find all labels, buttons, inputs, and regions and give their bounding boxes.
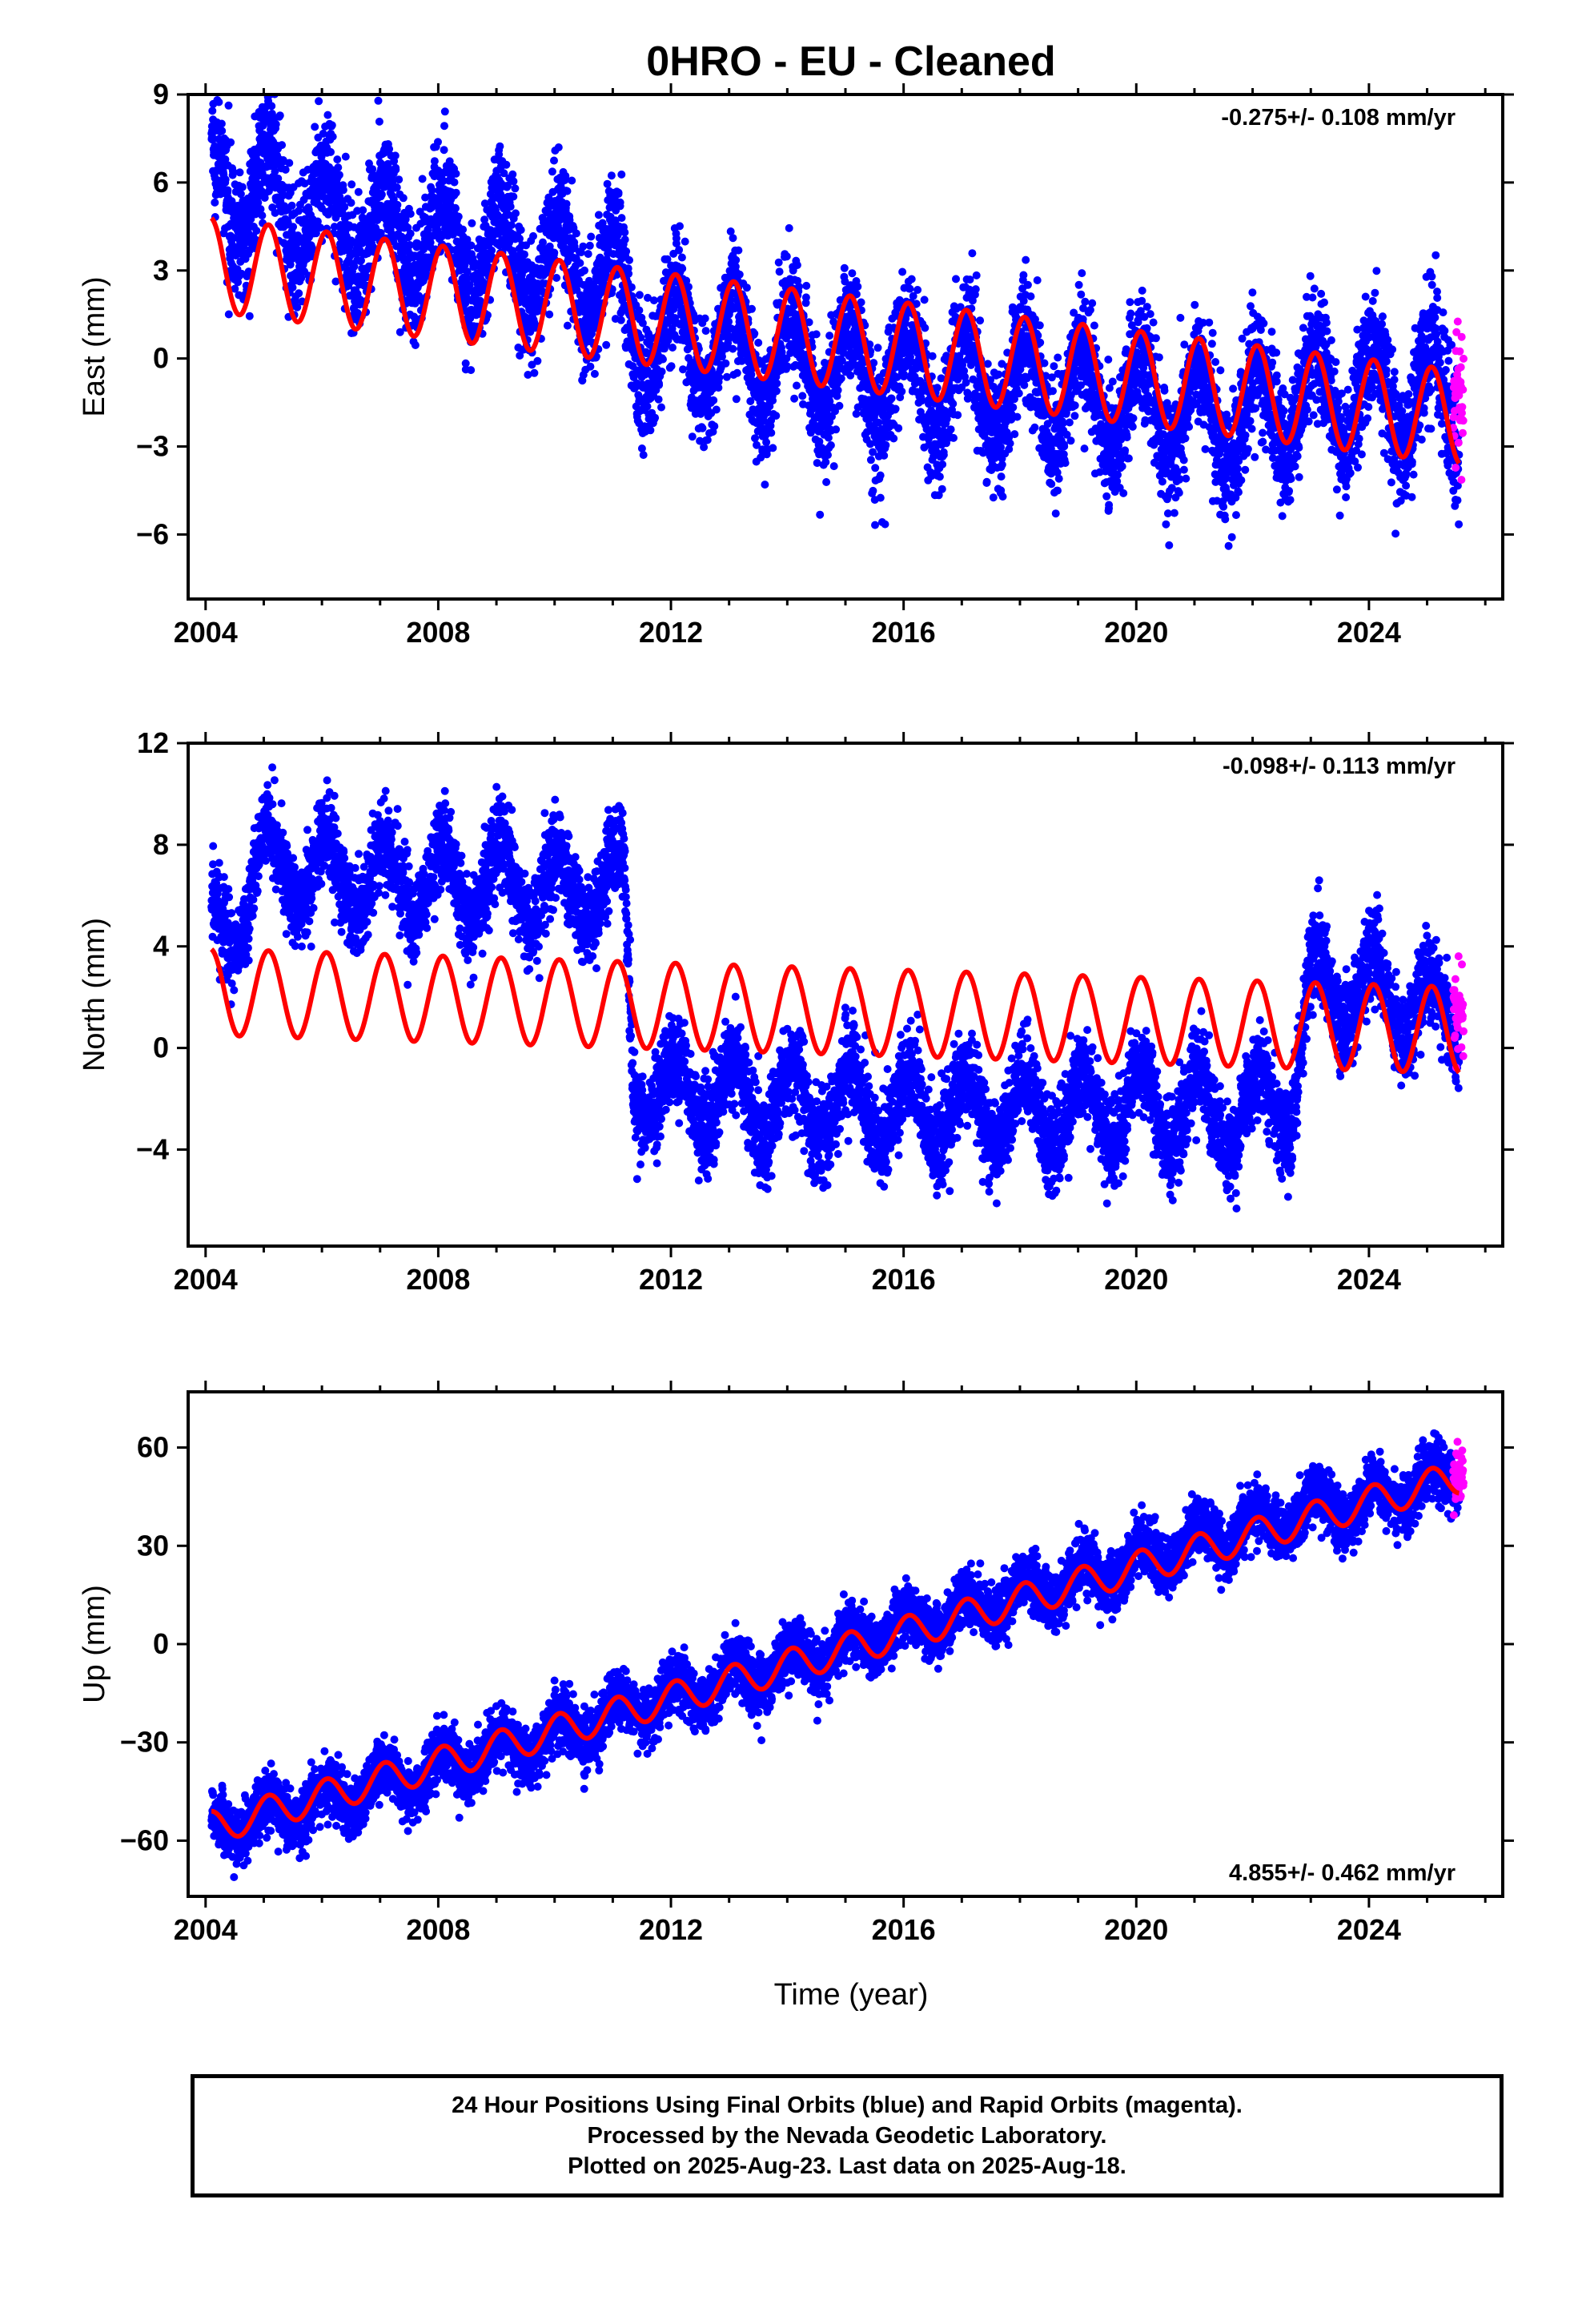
north-x-tick-label: 2016 <box>872 1263 936 1296</box>
up-y-tick-label: 60 <box>137 1431 169 1464</box>
footer-line-dates: Plotted on 2025-Aug-23. Last data on 202… <box>568 2153 1126 2179</box>
figure-title: 0HRO - EU - Cleaned <box>646 38 1055 85</box>
east-rate-label: -0.275+/- 0.108 mm/yr <box>1221 105 1456 131</box>
north-data <box>207 763 1468 1213</box>
east-rapid-orbit-points <box>1449 317 1468 485</box>
footer-line-processed: Processed by the Nevada Geodetic Laborat… <box>587 2123 1107 2149</box>
east-y-tick-label: 9 <box>153 78 169 111</box>
north-y-axis-title: North (mm) <box>78 918 111 1072</box>
east-y-tick-label: 0 <box>153 342 169 375</box>
north-y-tick-label: 4 <box>153 930 169 963</box>
up-y-axis-title: Up (mm) <box>78 1585 111 1703</box>
east-x-tick-label: 2012 <box>639 616 703 649</box>
footer-box: 24 Hour Positions Using Final Orbits (bl… <box>191 2074 1504 2197</box>
east-y-tick-label: 3 <box>153 254 169 287</box>
east-y-axis-title: East (mm) <box>78 276 111 416</box>
panel-north: 2004 2008 2012 2016 2020 2024 −4 0 4 8 12 North (mm… <box>78 726 1514 1296</box>
north-rate-label: -0.098+/- 0.113 mm/yr <box>1223 754 1456 779</box>
up-y-tick-label: 30 <box>137 1529 169 1562</box>
east-model-line <box>209 216 1461 465</box>
panel-up: 2004 2008 2012 2016 2020 2024 −60 −30 0 30 60 Up (m… <box>78 1381 1514 1946</box>
north-final-orbit-points <box>207 763 1464 1213</box>
footer-line-orbits: 24 Hour Positions Using Final Orbits (bl… <box>452 2093 1243 2118</box>
north-y-tick-label: −4 <box>136 1132 169 1165</box>
east-y-tick-label: −3 <box>136 430 169 463</box>
up-rate-label: 4.855+/- 0.462 mm/yr <box>1229 1860 1456 1886</box>
up-model-line <box>210 1466 1461 1839</box>
east-x-tick-label: 2008 <box>406 616 470 649</box>
north-x-tick-label: 2004 <box>174 1263 238 1296</box>
north-x-tick-label: 2012 <box>639 1263 703 1296</box>
up-x-tick-label: 2016 <box>872 1913 936 1946</box>
north-model-line <box>210 947 1461 1075</box>
up-x-tick-label: 2008 <box>406 1913 470 1946</box>
north-y-tick-label: 8 <box>153 828 169 861</box>
up-x-tick-label: 2020 <box>1104 1913 1168 1946</box>
east-y-tick-label: −6 <box>136 517 169 550</box>
up-y-tick-label: 0 <box>153 1627 169 1660</box>
north-y-tick-label: 12 <box>137 726 169 759</box>
panel-east: 2004 2008 2012 2016 2020 2024 −6 −3 0 3 6 9 East (mm… <box>78 78 1514 649</box>
up-x-tick-label: 2012 <box>639 1913 703 1946</box>
north-rapid-orbit-points <box>1449 952 1468 1072</box>
up-x-tick-label: 2004 <box>174 1913 238 1946</box>
up-y-tick-label: −60 <box>120 1823 169 1856</box>
up-data <box>207 1429 1468 1881</box>
north-y-tick-label: 0 <box>153 1031 169 1064</box>
east-x-tick-label: 2024 <box>1337 616 1401 649</box>
up-x-tick-label: 2024 <box>1337 1913 1401 1946</box>
north-x-tick-label: 2024 <box>1337 1263 1401 1296</box>
east-x-tick-label: 2020 <box>1104 616 1168 649</box>
x-axis-title: Time (year) <box>774 1978 929 2012</box>
east-x-tick-label: 2004 <box>174 616 238 649</box>
north-x-tick-label: 2020 <box>1104 1263 1168 1296</box>
east-data <box>207 94 1468 550</box>
north-x-tick-label: 2008 <box>406 1263 470 1296</box>
up-y-tick-label: −30 <box>120 1726 169 1759</box>
east-y-tick-label: 6 <box>153 166 169 199</box>
east-x-tick-label: 2016 <box>872 616 936 649</box>
